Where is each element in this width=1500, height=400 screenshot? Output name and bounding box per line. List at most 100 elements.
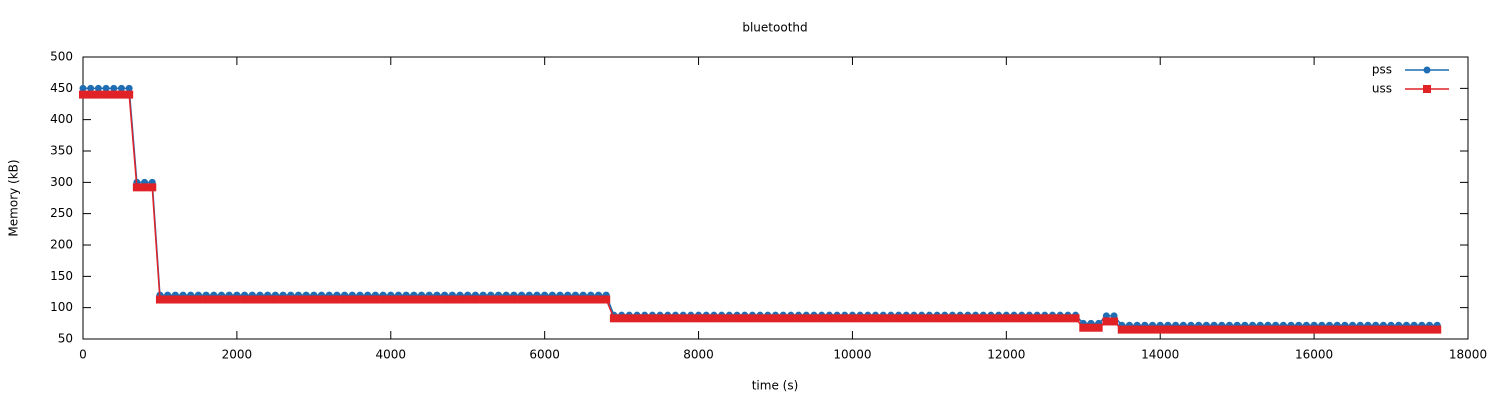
x-tick-label: 8000 (683, 348, 714, 362)
data-point (1371, 325, 1380, 334)
data-point (425, 295, 434, 304)
data-point (309, 295, 318, 304)
data-point (1117, 325, 1126, 334)
data-point (102, 90, 111, 99)
data-point (917, 314, 926, 323)
data-point (733, 314, 742, 323)
data-point (863, 314, 872, 323)
data-point (117, 90, 126, 99)
data-point (709, 314, 718, 323)
data-point (202, 295, 211, 304)
legend-marker (1423, 66, 1431, 74)
data-point (579, 295, 588, 304)
data-point (571, 295, 580, 304)
data-point (817, 314, 826, 323)
data-point (1202, 325, 1211, 334)
data-point (971, 314, 980, 323)
data-point (94, 84, 102, 92)
data-point (479, 295, 488, 304)
data-point (594, 295, 603, 304)
data-point (617, 314, 626, 323)
legend-label: pss (1372, 63, 1392, 77)
data-point (625, 314, 634, 323)
data-point (279, 295, 288, 304)
data-point (1333, 325, 1342, 334)
data-point (363, 295, 372, 304)
data-point (933, 314, 942, 323)
data-point (833, 314, 842, 323)
data-point (1356, 325, 1365, 334)
data-point (1210, 325, 1219, 334)
data-point (325, 295, 334, 304)
data-point (1125, 325, 1134, 334)
data-point (79, 84, 87, 92)
data-point (910, 314, 918, 323)
data-point (456, 295, 465, 304)
data-point (1317, 325, 1326, 334)
data-point (186, 295, 195, 304)
data-point (633, 314, 641, 323)
data-point (248, 295, 257, 304)
data-point (956, 314, 965, 323)
data-point (1217, 325, 1226, 334)
data-point (94, 90, 103, 99)
data-point (948, 314, 957, 323)
data-point (386, 295, 395, 304)
data-point (809, 314, 818, 323)
data-point (1040, 314, 1049, 323)
y-tick-label: 250 (50, 206, 73, 220)
data-point (648, 314, 657, 323)
data-point (856, 314, 865, 323)
data-point (417, 295, 426, 304)
data-point (532, 295, 541, 304)
x-tick-label: 14000 (1141, 348, 1179, 362)
data-point (171, 295, 180, 304)
data-point (1340, 325, 1349, 334)
data-point (979, 314, 988, 323)
chart-title: bluetoothd (742, 21, 807, 35)
data-point (871, 314, 880, 323)
data-point (1263, 325, 1272, 334)
data-point (1279, 325, 1288, 334)
data-point (110, 84, 118, 92)
data-point (1402, 325, 1411, 334)
data-point (1002, 314, 1011, 323)
data-point (1348, 325, 1357, 334)
data-point (825, 314, 834, 323)
data-point (963, 314, 972, 323)
x-tick-label: 16000 (1295, 348, 1333, 362)
data-point (102, 84, 110, 92)
y-tick-label: 400 (50, 112, 73, 126)
data-point (117, 84, 125, 92)
data-point (740, 314, 749, 323)
data-point (471, 295, 480, 304)
data-point (1271, 325, 1280, 334)
data-point (1256, 325, 1265, 334)
data-point (179, 295, 188, 304)
data-point (802, 314, 811, 323)
data-point (155, 295, 164, 304)
data-point (132, 183, 141, 192)
x-tick-label: 10000 (833, 348, 871, 362)
data-point (232, 295, 241, 304)
data-point (994, 314, 1003, 323)
data-point (1417, 325, 1426, 334)
data-point (1302, 325, 1311, 334)
data-point (509, 295, 518, 304)
data-point (902, 314, 911, 323)
data-point (440, 295, 449, 304)
data-point (87, 84, 95, 92)
data-point (1387, 325, 1396, 334)
data-point (694, 314, 703, 323)
data-point (1187, 325, 1195, 334)
data-point (1379, 325, 1388, 334)
data-point (317, 295, 326, 304)
data-point (556, 295, 565, 304)
data-point (125, 90, 134, 99)
data-point (1079, 323, 1088, 332)
data-point (432, 295, 441, 304)
x-tick-label: 12000 (987, 348, 1025, 362)
y-tick-label: 350 (50, 144, 73, 158)
data-point (656, 314, 665, 323)
data-point (540, 295, 549, 304)
